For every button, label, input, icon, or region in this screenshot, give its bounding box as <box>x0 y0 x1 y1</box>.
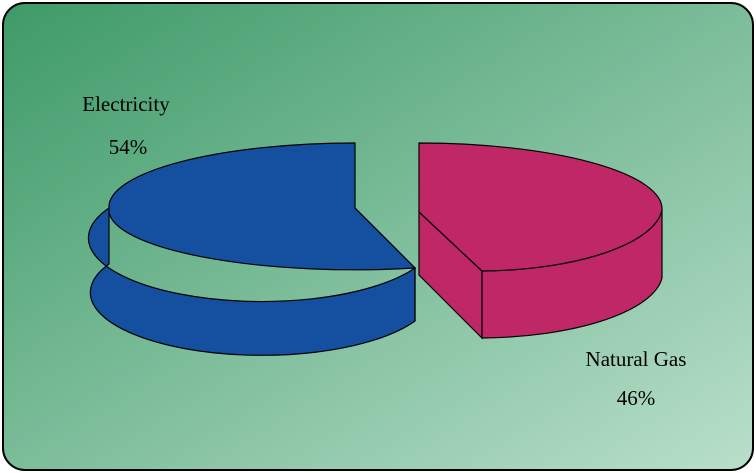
pie-slice-natural-gas-top <box>418 142 663 272</box>
slice-value-natural-gas: 46% <box>617 386 656 410</box>
slice-value-electricity: 54% <box>109 135 148 159</box>
pie-slice-natural-gas <box>418 142 663 340</box>
pie-slice-electricity <box>87 142 417 356</box>
pie-slice-electricity-top <box>108 142 417 271</box>
slice-label-electricity: Electricity <box>82 92 170 116</box>
slice-label-natural-gas: Natural Gas <box>586 347 687 371</box>
